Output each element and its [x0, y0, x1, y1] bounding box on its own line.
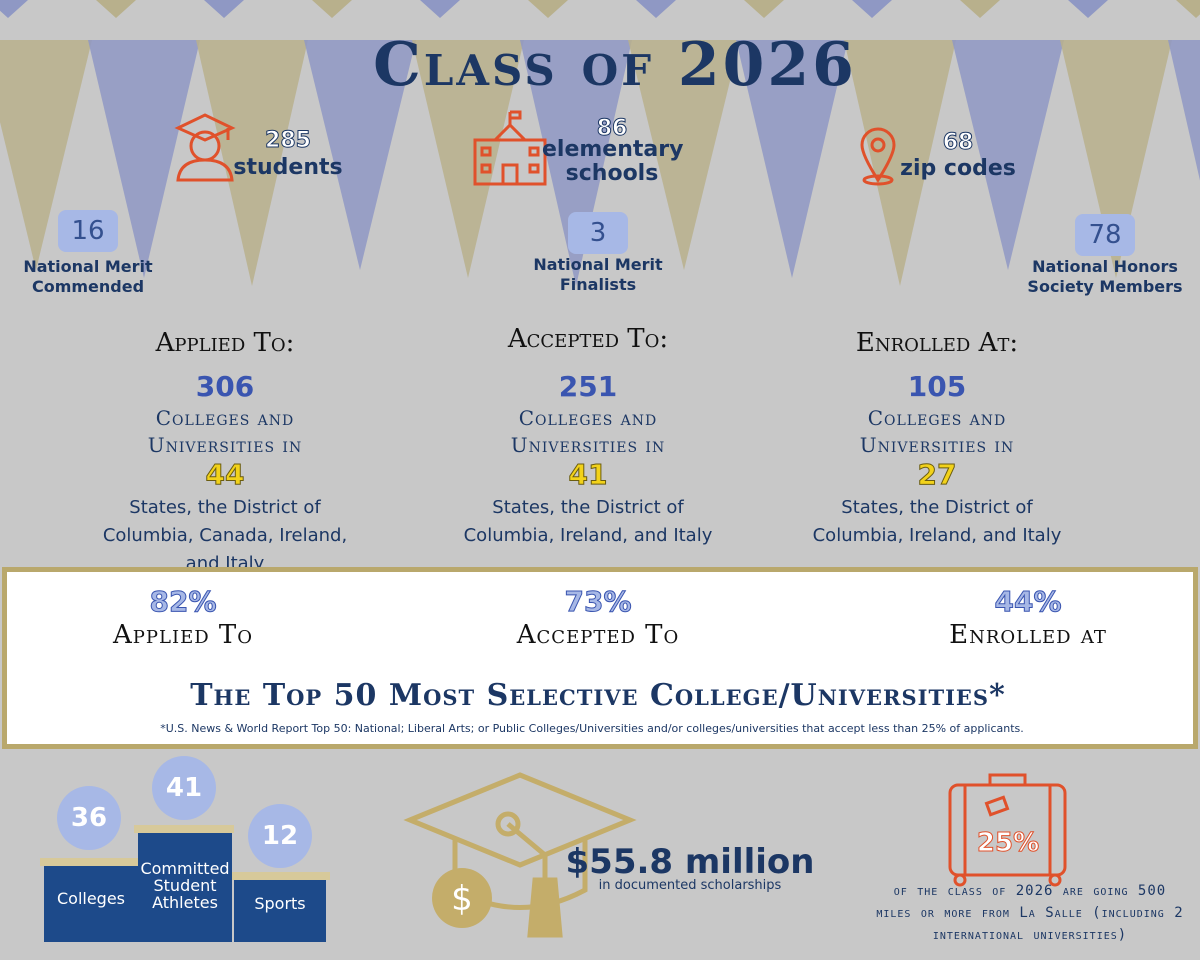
- count-label: Colleges and Universities in: [147, 406, 303, 457]
- college-count: 251: [558, 370, 618, 403]
- dollar-sign: $: [451, 879, 473, 919]
- suitcase-icon: [948, 773, 1067, 887]
- count-label: Colleges and Universities in: [510, 406, 666, 457]
- pennant: [628, 40, 740, 270]
- pennant: [520, 40, 632, 286]
- column-heading: Enrolled At:: [855, 328, 1019, 358]
- grad-cap-icon: [403, 772, 637, 938]
- college-count: 105: [907, 370, 967, 403]
- pennant-small: [96, 0, 136, 18]
- state-count: 27: [917, 458, 957, 492]
- pennants: [0, 0, 1200, 286]
- scholarship-amount: $55.8 million: [565, 842, 815, 882]
- travel-text: of the class of 2026 are going 500 miles…: [876, 883, 1184, 943]
- state-count: 41: [568, 458, 608, 492]
- stat-value: 68: [942, 130, 974, 156]
- athlete-label: Committed Student Athletes: [140, 859, 230, 912]
- footnote: *U.S. News & World Report Top 50: Nation…: [160, 722, 1024, 735]
- places: States, the District of Columbia, Irelan…: [812, 497, 1062, 546]
- percent: 44%: [994, 585, 1062, 619]
- honor-label: National Merit Commended: [23, 257, 153, 296]
- title: Class of 2026: [373, 30, 857, 100]
- pennant: [1168, 40, 1200, 181]
- college-count: 306: [195, 370, 255, 403]
- coin-icon: [432, 868, 492, 928]
- pennant-small: [1176, 0, 1200, 18]
- pennant-small: [0, 0, 28, 18]
- athlete-value: 41: [152, 756, 216, 820]
- stat-label: zip codes: [900, 156, 1016, 181]
- stat-value: 285: [265, 128, 312, 154]
- pennant-small: [528, 0, 568, 18]
- podium: [40, 825, 330, 942]
- honor-value: 16: [58, 210, 118, 252]
- stat-value: 86: [596, 116, 628, 142]
- pennant-small: [204, 0, 244, 18]
- pennant: [952, 40, 1064, 270]
- athlete-value: 36: [57, 786, 121, 850]
- athlete-label: Sports: [254, 894, 306, 913]
- location-icon: [860, 127, 896, 186]
- school-icon: [473, 110, 547, 186]
- pennant: [0, 40, 92, 270]
- pennant-small: [1068, 0, 1108, 18]
- pennant: [412, 40, 524, 278]
- count-label: Colleges and Universities in: [859, 406, 1015, 457]
- stat-label: elementary schools: [542, 137, 684, 186]
- pennant: [1060, 40, 1172, 278]
- pennant: [736, 40, 848, 278]
- pennant-small: [420, 0, 460, 18]
- pennant: [304, 40, 416, 270]
- pennant-small: [852, 0, 892, 18]
- places: States, the District of Columbia, Canada…: [102, 497, 348, 574]
- pennant-small: [312, 0, 352, 18]
- honor-value: 78: [1075, 214, 1135, 256]
- honor-value: 3: [568, 212, 628, 254]
- percent: 82%: [149, 585, 217, 619]
- pennant: [196, 40, 308, 286]
- honor-label: National Merit Finalists: [533, 255, 663, 294]
- student-icon: [174, 113, 236, 182]
- selective-title: The Top 50 Most Selective College/Univer…: [190, 678, 1006, 713]
- honor-label: National Honors Society Members: [1027, 257, 1183, 296]
- state-count: 44: [205, 458, 245, 492]
- pennant-small: [636, 0, 676, 18]
- stat-label: students: [233, 155, 343, 180]
- percent-label: Enrolled at: [949, 620, 1107, 650]
- pennant-small: [744, 0, 784, 18]
- pennant: [88, 40, 200, 278]
- percent: 73%: [564, 585, 632, 619]
- selective-panel: [2, 567, 1198, 749]
- column-heading: Applied To:: [155, 328, 295, 358]
- pennant-small: [960, 0, 1000, 18]
- scholarship-label: in documented scholarships: [598, 878, 782, 893]
- percent-label: Accepted To: [516, 620, 680, 650]
- pennant: [844, 40, 956, 286]
- column-heading: Accepted To:: [507, 324, 669, 354]
- athlete-label: Colleges: [56, 889, 126, 908]
- percent-label: Applied To: [113, 620, 253, 650]
- travel-percent: 25%: [976, 828, 1040, 859]
- athlete-value: 12: [248, 804, 312, 868]
- places: States, the District of Columbia, Irelan…: [463, 497, 713, 546]
- banner-strip: [0, 18, 1200, 40]
